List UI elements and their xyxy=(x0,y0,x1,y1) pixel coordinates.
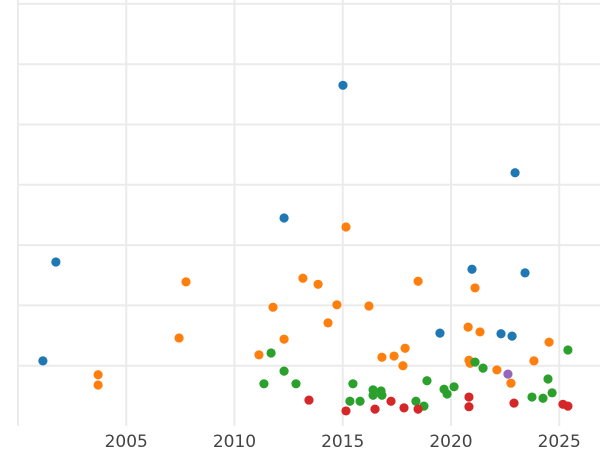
data-point-red xyxy=(370,404,380,414)
data-point-green xyxy=(368,390,378,400)
data-point-blue xyxy=(38,356,48,366)
data-point-green xyxy=(266,348,276,358)
data-point-green xyxy=(279,366,289,376)
data-point-green xyxy=(345,396,355,406)
grid xyxy=(17,0,600,426)
data-point-green xyxy=(563,345,573,355)
data-points xyxy=(38,80,573,416)
data-point-green xyxy=(449,382,459,392)
data-point-green xyxy=(291,379,301,389)
data-point-red xyxy=(563,401,573,411)
data-point-blue xyxy=(520,268,530,278)
data-point-blue xyxy=(467,264,477,274)
data-point-orange xyxy=(377,352,387,362)
data-point-orange xyxy=(470,283,480,293)
data-point-green xyxy=(478,363,488,373)
data-point-blue xyxy=(338,80,348,90)
data-point-orange xyxy=(492,365,502,375)
data-point-blue xyxy=(51,257,61,267)
data-point-green xyxy=(538,393,548,403)
x-tick-label: 2010 xyxy=(213,432,256,450)
data-point-green xyxy=(543,374,553,384)
x-tick-label: 2015 xyxy=(321,432,364,450)
data-point-orange xyxy=(93,370,103,380)
data-point-orange xyxy=(341,222,351,232)
data-point-orange xyxy=(268,302,278,312)
x-tick-label: 2005 xyxy=(105,432,148,450)
data-point-red xyxy=(464,392,474,402)
data-point-blue xyxy=(279,213,289,223)
data-point-orange xyxy=(475,327,485,337)
data-point-red xyxy=(464,402,474,412)
data-point-green xyxy=(442,389,452,399)
data-point-red xyxy=(386,396,396,406)
data-point-orange xyxy=(364,301,374,311)
data-point-green xyxy=(422,376,432,386)
data-point-orange xyxy=(544,337,554,347)
data-point-green xyxy=(527,392,537,402)
data-point-orange xyxy=(506,378,516,388)
data-point-orange xyxy=(529,356,539,366)
data-point-blue xyxy=(507,331,517,341)
data-point-orange xyxy=(313,279,323,289)
data-point-green xyxy=(259,379,269,389)
data-point-orange xyxy=(323,318,333,328)
data-point-orange xyxy=(254,350,264,360)
data-point-orange xyxy=(332,300,342,310)
data-point-green xyxy=(411,396,421,406)
data-point-green xyxy=(470,357,480,367)
data-point-red xyxy=(341,406,351,416)
data-point-orange xyxy=(389,351,399,361)
data-point-blue xyxy=(510,168,520,178)
data-point-green xyxy=(377,390,387,400)
data-point-orange xyxy=(181,277,191,287)
data-point-red xyxy=(413,404,423,414)
data-point-orange xyxy=(298,273,308,283)
data-point-red xyxy=(399,403,409,413)
data-point-orange xyxy=(463,322,473,332)
data-point-orange xyxy=(398,361,408,371)
data-point-green xyxy=(547,388,557,398)
data-point-orange xyxy=(93,380,103,390)
x-axis-ticks: 2005 2010 2015 2020 2025 xyxy=(105,432,581,450)
data-point-blue xyxy=(435,328,445,338)
data-point-green xyxy=(355,396,365,406)
data-point-purple xyxy=(503,369,513,379)
data-point-green xyxy=(348,379,358,389)
data-point-orange xyxy=(174,333,184,343)
data-point-red xyxy=(509,398,519,408)
data-point-orange xyxy=(400,343,410,353)
data-point-orange xyxy=(413,276,423,286)
data-point-blue xyxy=(496,329,506,339)
x-tick-label: 2025 xyxy=(538,432,581,450)
data-point-red xyxy=(304,395,314,405)
data-point-orange xyxy=(279,334,289,344)
x-tick-label: 2020 xyxy=(429,432,472,450)
